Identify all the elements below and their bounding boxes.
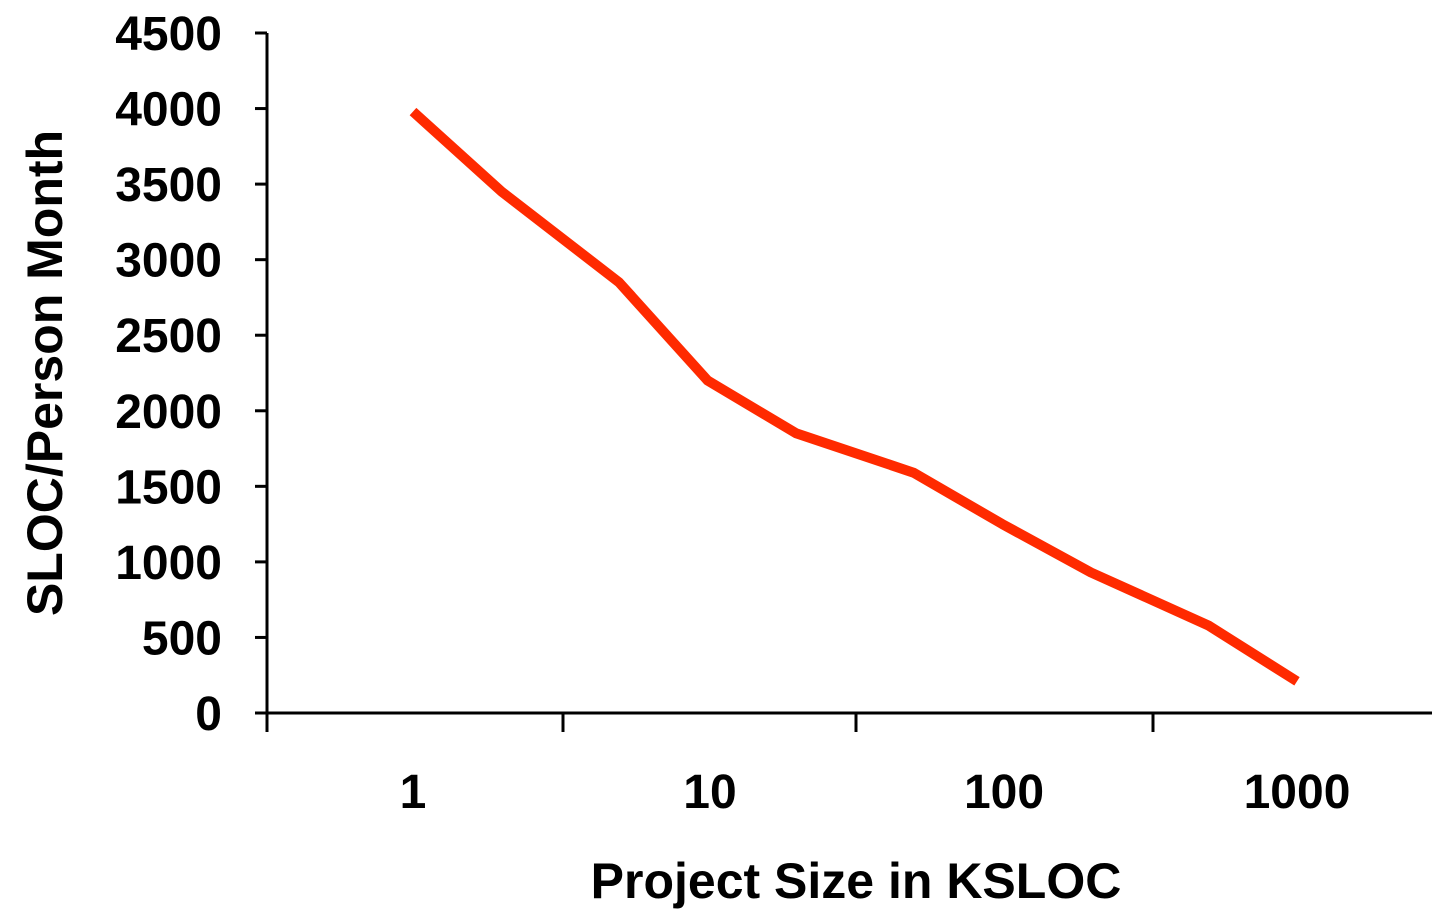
x-axis-title: Project Size in KSLOC (591, 853, 1122, 909)
y-tick-label: 500 (142, 612, 222, 665)
y-tick-label: 0 (195, 688, 222, 741)
x-axis: 1 10 100 1000 (265, 711, 1432, 819)
y-tick-label: 4000 (115, 84, 222, 137)
x-ticks: 1 10 100 1000 (265, 713, 1351, 819)
x-tick-label: 1000 (1244, 766, 1351, 819)
x-tick-label: 100 (964, 766, 1044, 819)
y-tick-label: 1000 (115, 537, 222, 590)
x-tick-label: 10 (683, 766, 736, 819)
y-tick-label: 2000 (115, 386, 222, 439)
series-line (409, 107, 1300, 686)
y-tick-label: 1500 (115, 461, 222, 514)
y-tick-label: 3000 (115, 235, 222, 288)
y-ticks: 0 500 1000 1500 2000 2500 3000 3500 4000 4500 (115, 8, 267, 741)
y-axis-title: SLOC/Person Month (17, 130, 73, 616)
series-layer (409, 107, 1300, 686)
x-tick-label: 1 (400, 766, 427, 819)
y-tick-label: 2500 (115, 310, 222, 363)
y-axis: 0 500 1000 1500 2000 2500 3000 3500 4000 4500 (115, 8, 269, 741)
y-tick-label: 4500 (115, 8, 222, 61)
y-tick-label: 3500 (115, 159, 222, 212)
